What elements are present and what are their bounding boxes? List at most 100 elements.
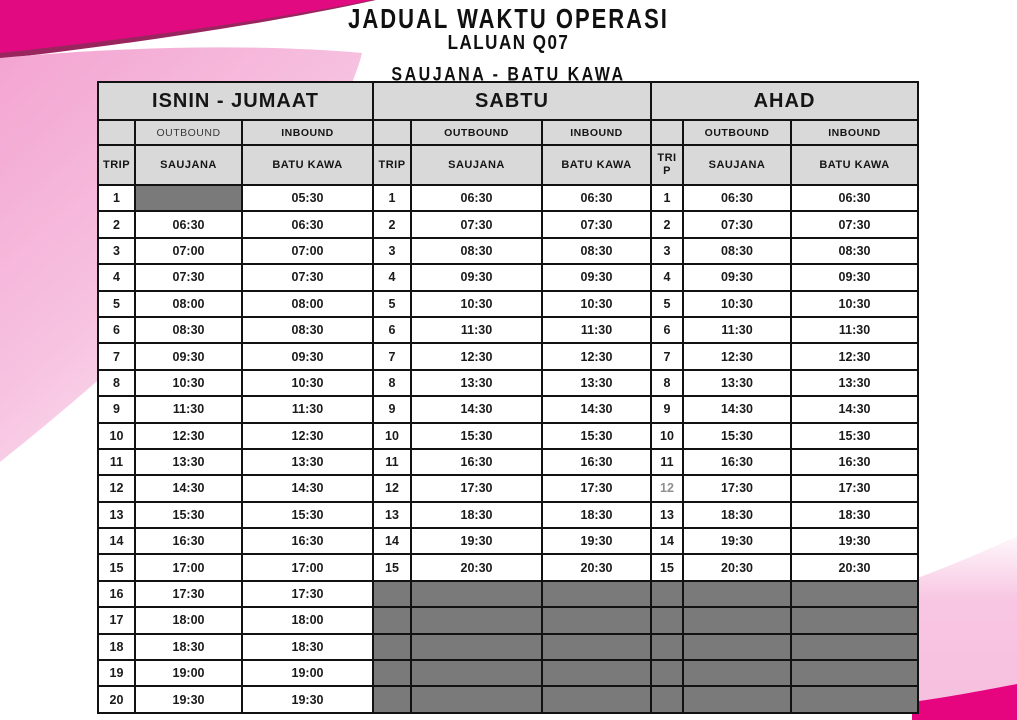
time-cell: 20:30 (541, 553, 652, 582)
trip-cell: 10 (372, 421, 412, 450)
trip-cell: 3 (97, 236, 136, 266)
table-row: 11 16:30 16:30 (650, 447, 919, 477)
table-row: 11 16:30 16:30 (372, 447, 652, 477)
trip-cell: 6 (372, 315, 412, 345)
table-row: 8 10:30 10:30 (97, 368, 374, 398)
outbound-header: OUTBOUND (134, 119, 243, 146)
trip-cell: 1 (372, 183, 412, 213)
time-cell: 15:30 (790, 421, 919, 450)
time-cell: 19:30 (682, 527, 792, 556)
table-row: 13 18:30 18:30 (650, 500, 919, 530)
trip-cell: 4 (97, 263, 136, 292)
table-row: 1 06:30 06:30 (650, 183, 919, 213)
time-cell: 17:30 (790, 474, 919, 503)
trip-cell: 14 (97, 527, 136, 556)
time-cell: 18:30 (134, 632, 243, 662)
no-service-cell (650, 659, 684, 688)
inbound-header: INBOUND (541, 119, 652, 146)
trip-column-header: TRIP (372, 144, 412, 186)
time-cell: 18:30 (682, 500, 792, 530)
time-cell: 09:30 (682, 263, 792, 292)
table-row: 15 20:30 20:30 (650, 553, 919, 582)
table-row (372, 632, 652, 662)
time-cell: 16:30 (410, 447, 543, 477)
time-cell: 06:30 (541, 183, 652, 213)
time-cell: 10:30 (134, 368, 243, 398)
time-cell: 19:30 (134, 685, 243, 714)
inbound-header: INBOUND (241, 119, 374, 146)
outbound-header: OUTBOUND (410, 119, 543, 146)
time-cell: 17:00 (134, 553, 243, 582)
outbound-station-header: SAUJANA (410, 144, 543, 186)
no-service-cell (790, 579, 919, 609)
time-cell: 06:30 (134, 210, 243, 239)
trip-cell: 6 (97, 315, 136, 345)
no-service-cell (790, 606, 919, 635)
time-cell: 09:30 (410, 263, 543, 292)
table-row: 4 07:30 07:30 (97, 263, 374, 292)
time-cell: 10:30 (790, 289, 919, 318)
time-cell: 16:30 (682, 447, 792, 477)
time-cell: 07:30 (682, 210, 792, 239)
swoosh-bottom-right-pink (912, 536, 1017, 720)
table-row: 20 19:30 19:30 (97, 685, 374, 714)
time-cell: 14:30 (541, 395, 652, 424)
time-cell: 16:30 (134, 527, 243, 556)
time-cell: 18:30 (410, 500, 543, 530)
outbound-station-header: SAUJANA (134, 144, 243, 186)
time-cell: 10:30 (410, 289, 543, 318)
table-row: 6 11:30 11:30 (372, 315, 652, 345)
time-cell: 12:30 (790, 342, 919, 371)
table-row: 10 12:30 12:30 (97, 421, 374, 450)
table-row (372, 579, 652, 609)
inbound-station-header: BATU KAWA (541, 144, 652, 186)
trip-cell: 18 (97, 632, 136, 662)
no-service-cell (682, 685, 792, 714)
table-row: 12 17:30 17:30 (650, 474, 919, 503)
table-row: 7 12:30 12:30 (372, 342, 652, 371)
no-service-cell (650, 632, 684, 662)
no-service-cell (541, 659, 652, 688)
inbound-header: INBOUND (790, 119, 919, 146)
trip-cell: 4 (650, 263, 684, 292)
trip-cell: 12 (372, 474, 412, 503)
time-cell: 08:30 (241, 315, 374, 345)
time-cell: 20:30 (410, 553, 543, 582)
time-cell: 13:30 (541, 368, 652, 398)
table-row (372, 685, 652, 714)
timetable: ISNIN - JUMAAT OUTBOUND INBOUND TRIP SAU… (97, 81, 919, 714)
no-service-cell (790, 632, 919, 662)
trip-column-header: TRIP (97, 144, 136, 186)
trip-cell: 17 (97, 606, 136, 635)
trip-cell: 3 (650, 236, 684, 266)
time-cell: 17:30 (410, 474, 543, 503)
table-row (372, 606, 652, 635)
trip-cell: 15 (97, 553, 136, 582)
time-cell: 08:30 (790, 236, 919, 266)
table-row: 19 19:00 19:00 (97, 659, 374, 688)
time-cell: 19:30 (241, 685, 374, 714)
time-cell: 19:30 (410, 527, 543, 556)
trip-column-header: TRIP (650, 144, 684, 186)
time-cell: 18:30 (790, 500, 919, 530)
trip-cell: 5 (650, 289, 684, 318)
time-cell: 08:30 (541, 236, 652, 266)
time-cell: 13:30 (241, 447, 374, 477)
trip-cell: 10 (650, 421, 684, 450)
time-cell: 08:00 (134, 289, 243, 318)
table-row (650, 685, 919, 714)
trip-cell: 7 (372, 342, 412, 371)
time-cell: 16:30 (241, 527, 374, 556)
outbound-station-header: SAUJANA (682, 144, 792, 186)
table-row: 14 19:30 19:30 (372, 527, 652, 556)
time-cell: 13:30 (682, 368, 792, 398)
time-cell: 13:30 (134, 447, 243, 477)
time-cell: 13:30 (410, 368, 543, 398)
time-cell: 17:30 (682, 474, 792, 503)
trip-cell: 2 (372, 210, 412, 239)
no-service-cell (410, 606, 543, 635)
time-cell: 14:30 (790, 395, 919, 424)
table-row: 12 17:30 17:30 (372, 474, 652, 503)
trip-cell: 13 (97, 500, 136, 530)
time-cell: 09:30 (790, 263, 919, 292)
